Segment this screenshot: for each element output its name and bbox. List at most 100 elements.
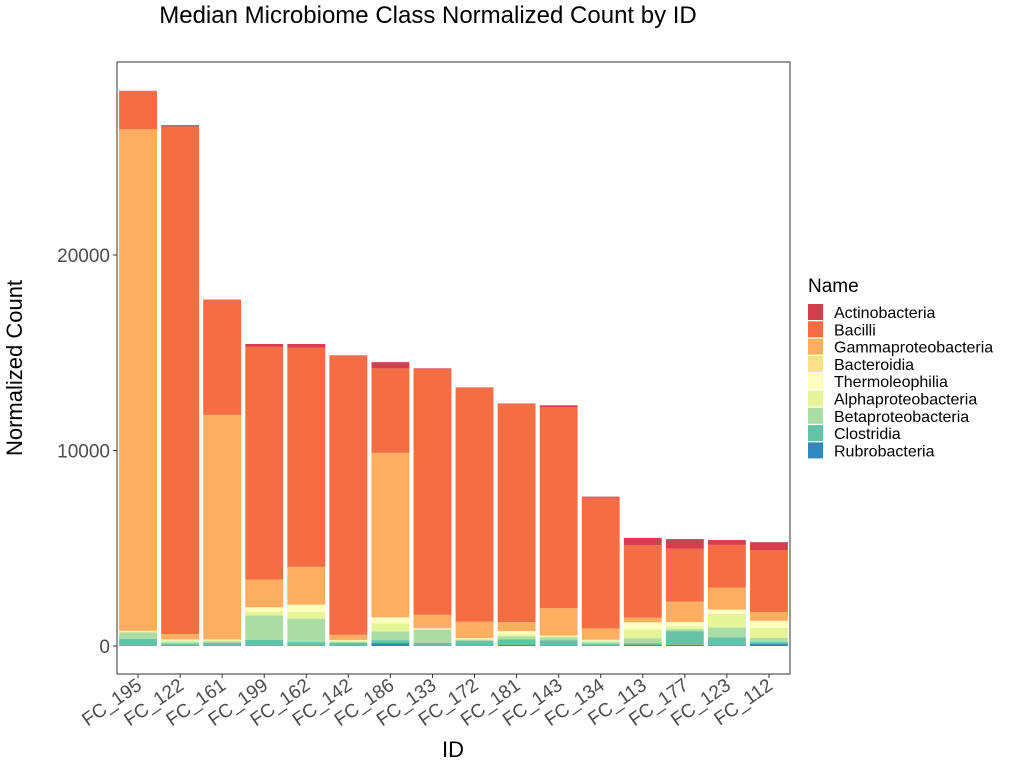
bar-segment-FC_162-gammaproteobacteria <box>287 566 326 605</box>
bar-segment-FC_186-rubrobacteria <box>371 643 410 646</box>
bar-segment-FC_161-gammaproteobacteria <box>203 414 242 640</box>
legend-label-bacilli: Bacilli <box>834 322 876 339</box>
bar-segment-FC_177-gammaproteobacteria <box>665 601 704 622</box>
bar-segment-FC_123-bacilli <box>707 544 746 588</box>
bar-segment-FC_161-bacilli <box>203 299 242 415</box>
bar-segment-FC_195-betaproteobacteria <box>119 632 157 639</box>
bar-segment-FC_113-bacilli <box>623 545 662 618</box>
bar-segment-FC_181-gammaproteobacteria <box>497 622 536 631</box>
bar-segment-FC_195-bacilli <box>119 91 157 130</box>
bar-segment-FC_123-clostridia <box>707 637 746 646</box>
bar-segment-FC_172-clostridia <box>455 640 494 646</box>
bar-segment-FC_199-gammaproteobacteria <box>245 579 284 608</box>
bar-segment-FC_122-gammaproteobacteria <box>161 634 200 640</box>
bar-segment-FC_161-alphaproteobacteria <box>203 640 242 642</box>
legend-swatch-rubrobacteria <box>808 442 823 459</box>
bar-segment-FC_162-clostridia <box>287 642 326 646</box>
bar-segment-FC_112-betaproteobacteria <box>750 637 788 643</box>
bar-segment-FC_142-clostridia <box>329 642 368 646</box>
bar-segment-FC_186-actinobacteria <box>371 362 410 369</box>
legend-label-actinobacteria: Actinobacteria <box>834 305 935 322</box>
bar-segment-FC_134-gammaproteobacteria <box>581 628 620 640</box>
bar-segment-FC_162-actinobacteria <box>287 343 326 348</box>
bar-segment-FC_122-bacilli <box>161 126 200 635</box>
bar-segment-FC_133-clostridia <box>413 642 452 646</box>
bar-segment-FC_199-thermoleophilia <box>245 607 284 612</box>
bar-segment-FC_123-thermoleophilia <box>707 609 746 614</box>
legend-swatch-thermoleophilia <box>808 373 823 390</box>
bar-segment-FC_143-actinobacteria <box>539 405 578 408</box>
legend-label-gammaproteobacteria: Gammaproteobacteria <box>834 340 993 357</box>
bar-segment-FC_113-betaproteobacteria <box>623 638 662 644</box>
x-axis-title: ID <box>442 737 464 762</box>
bar-segment-FC_186-clostridia <box>371 640 410 644</box>
legend-label-rubrobacteria: Rubrobacteria <box>834 443 935 460</box>
legend-label-thermoleophilia: Thermoleophilia <box>834 374 948 391</box>
legend-swatch-actinobacteria <box>808 304 823 320</box>
legend-swatch-bacilli <box>808 321 823 338</box>
bar-segment-FC_134-clostridia <box>581 643 620 646</box>
bar-segment-FC_134-alphaproteobacteria <box>581 640 620 643</box>
legend-label-bacteroidia: Bacteroidia <box>834 357 914 374</box>
bar-segment-FC_123-gammaproteobacteria <box>707 587 746 610</box>
bar-segment-FC_122-clostridia <box>161 643 200 646</box>
bar-segment-FC_186-bacilli <box>371 368 410 453</box>
bar-segment-FC_199-alphaproteobacteria <box>245 611 284 616</box>
bar-segment-FC_161-betaproteobacteria <box>203 641 242 643</box>
bar-segment-FC_162-thermoleophilia <box>287 604 326 612</box>
bar-segment-FC_143-gammaproteobacteria <box>539 608 578 636</box>
bar-segment-FC_113-clostridia <box>623 643 662 646</box>
legend-swatch-alphaproteobacteria <box>808 390 823 407</box>
bar-segment-FC_134-betaproteobacteria <box>581 642 620 644</box>
bar-segment-FC_199-betaproteobacteria <box>245 615 284 640</box>
y-tick-label: 0 <box>99 637 110 658</box>
bar-segment-FC_181-rubrobacteria <box>497 645 536 646</box>
y-axis-title: Normalized Count <box>2 280 27 456</box>
bar-segment-FC_162-betaproteobacteria <box>287 618 326 643</box>
bar-segment-FC_172-gammaproteobacteria <box>455 621 494 638</box>
bar-segment-FC_112-gammaproteobacteria <box>750 611 788 621</box>
bar-segment-FC_123-actinobacteria <box>707 540 746 545</box>
bar-segment-FC_122-alphaproteobacteria <box>161 640 200 643</box>
bar-segment-FC_123-alphaproteobacteria <box>707 613 746 628</box>
bar-segment-FC_186-gammaproteobacteria <box>371 452 410 618</box>
bar-segment-FC_186-thermoleophilia <box>371 617 410 624</box>
bar-segment-FC_162-alphaproteobacteria <box>287 611 326 619</box>
bar-segment-FC_113-actinobacteria <box>623 537 662 546</box>
legend-swatch-gammaproteobacteria <box>808 338 823 355</box>
bar-segment-FC_122-actinobacteria <box>161 125 200 127</box>
bar-segment-FC_177-alphaproteobacteria <box>665 626 704 630</box>
legend-swatch-bacteroidia <box>808 355 823 372</box>
bar-segment-FC_122-betaproteobacteria <box>161 642 200 644</box>
bar-segment-FC_172-betaproteobacteria <box>455 639 494 641</box>
bar-segment-FC_172-bacilli <box>455 387 494 622</box>
bar-segment-FC_143-clostridia <box>539 640 578 646</box>
bar-segment-FC_112-bacilli <box>750 550 788 612</box>
bar-segment-FC_142-alphaproteobacteria <box>329 640 368 642</box>
bar-segment-FC_142-gammaproteobacteria <box>329 634 368 640</box>
bar-segment-FC_133-actinobacteria <box>413 368 452 370</box>
y-axis: 0 10000 20000 <box>57 246 117 658</box>
bar-segment-FC_143-betaproteobacteria <box>539 637 578 641</box>
bar-segment-FC_181-bacilli <box>497 403 536 623</box>
legend: Name ActinobacteriaBacilliGammaproteobac… <box>808 276 993 460</box>
bar-segment-FC_181-thermoleophilia <box>497 631 536 635</box>
bar-segment-FC_143-bacilli <box>539 407 578 609</box>
bar-segment-FC_186-alphaproteobacteria <box>371 623 410 632</box>
legend-label-alphaproteobacteria: Alphaproteobacteria <box>834 392 977 409</box>
bar-segment-FC_161-clostridia <box>203 642 242 646</box>
bar-segment-FC_199-actinobacteria <box>245 343 284 347</box>
bar-segment-FC_195-clostridia <box>119 638 157 646</box>
bar-segment-FC_177-thermoleophilia <box>665 622 704 627</box>
bar-segment-FC_181-betaproteobacteria <box>497 636 536 640</box>
bar-segment-FC_162-bacilli <box>287 347 326 567</box>
bar-segment-FC_123-betaproteobacteria <box>707 627 746 638</box>
bar-segment-FC_112-clostridia <box>750 642 788 645</box>
bar-segment-FC_181-clostridia <box>497 639 536 646</box>
bar-segment-FC_133-bacilli <box>413 369 452 615</box>
bar-segment-FC_199-bacilli <box>245 346 284 580</box>
bar-segment-FC_112-actinobacteria <box>750 542 788 551</box>
bar-segment-FC_133-alphaproteobacteria <box>413 628 452 630</box>
bar-segment-FC_113-alphaproteobacteria <box>623 629 662 639</box>
bar-segment-FC_195-gammaproteobacteria <box>119 129 157 631</box>
